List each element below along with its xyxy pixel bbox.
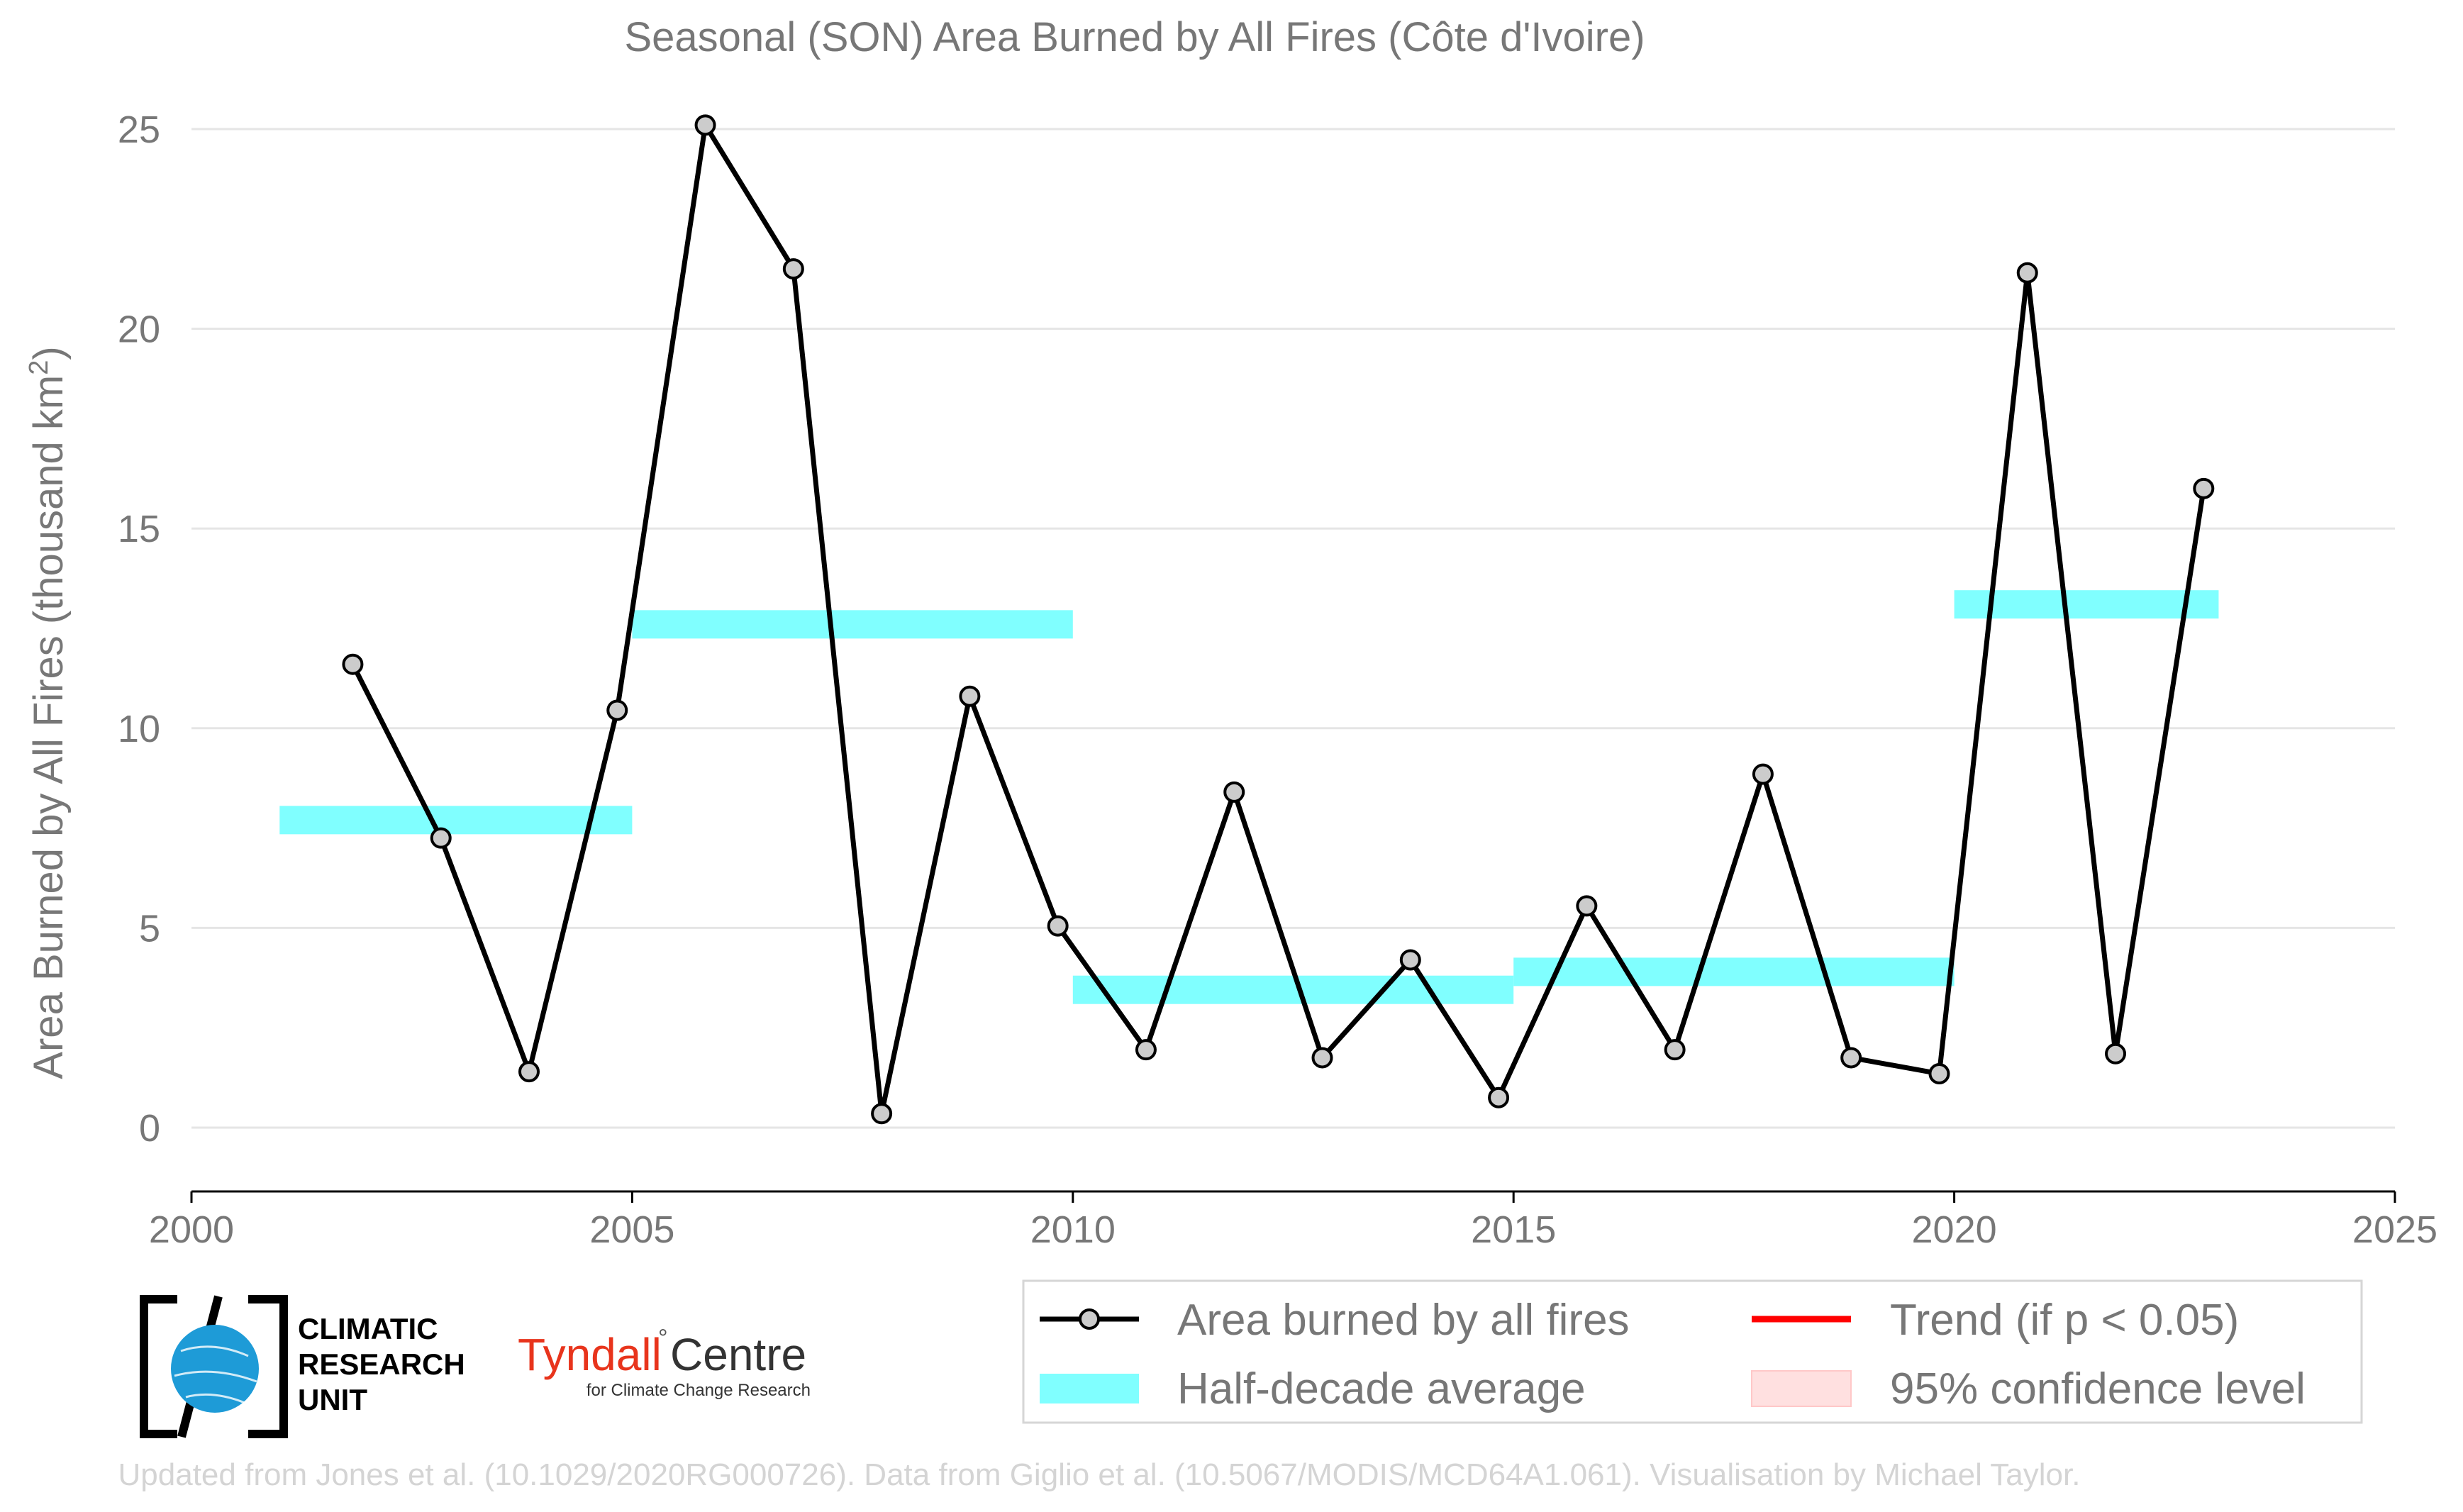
legend-swatch-average xyxy=(1040,1374,1139,1403)
data-point xyxy=(2016,262,2038,284)
half-decade-bar-2020 xyxy=(1954,590,2219,619)
y-tick-label: 25 xyxy=(118,109,160,151)
legend-label-confidence: 95% confidence level xyxy=(1890,1364,2306,1413)
data-point xyxy=(1223,781,1245,803)
globe-icon xyxy=(171,1325,259,1413)
y-tick-label: 10 xyxy=(118,708,160,750)
legend-label-area-burned: Area burned by all fires xyxy=(1177,1296,1630,1345)
legend-item-confidence: 95% confidence level xyxy=(1751,1364,2306,1413)
half-decade-bar-2015 xyxy=(1513,957,1955,986)
data-point xyxy=(1576,895,1598,917)
data-point xyxy=(606,699,628,721)
data-point xyxy=(1488,1086,1510,1108)
y-axis-label-main: Area Burned by All Fires (thousand km xyxy=(26,375,72,1079)
tyndall-logo: Tyndall ° Centre for Climate Change Rese… xyxy=(518,1325,811,1400)
half-decade-bar-2010 xyxy=(1072,975,1514,1004)
half-decade-averages xyxy=(279,590,2219,1004)
y-tick-label: 20 xyxy=(118,308,160,351)
data-point xyxy=(1752,763,1774,785)
tyndall-centre: Centre xyxy=(670,1329,806,1380)
x-tick-label: 2020 xyxy=(1912,1208,1997,1251)
data-point xyxy=(1840,1047,1862,1069)
half-decade-bar-2005 xyxy=(632,610,1073,639)
y-tick-label: 15 xyxy=(118,508,160,550)
data-point xyxy=(782,258,804,280)
y-axis-label-close: ) xyxy=(26,346,72,360)
cru-line-2: RESEARCH xyxy=(298,1347,465,1381)
data-point xyxy=(1047,915,1069,937)
legend-item-area-burned: Area burned by all fires xyxy=(1040,1296,1630,1345)
legend-label-half-decade: Half-decade average xyxy=(1177,1364,1586,1413)
legend-marker-icon xyxy=(1079,1308,1100,1330)
data-point xyxy=(342,653,364,675)
data-point xyxy=(1928,1062,1950,1084)
data-point xyxy=(2193,477,2215,499)
data-point xyxy=(430,827,452,849)
y-tick-label: 0 xyxy=(139,1107,160,1150)
data-point xyxy=(871,1103,893,1125)
footer-credit: Updated from Jones et al. (10.1029/2020R… xyxy=(118,1457,2081,1492)
data-point xyxy=(959,685,981,707)
y-tick-label: 5 xyxy=(139,907,160,950)
tyndall-name: Tyndall xyxy=(518,1329,662,1380)
tyndall-subtitle: for Climate Change Research xyxy=(586,1381,811,1400)
x-tick-label: 2010 xyxy=(1030,1208,1116,1251)
degree-mark: ° xyxy=(658,1325,668,1352)
x-tick-label: 2015 xyxy=(1471,1208,1556,1251)
legend-item-trend: Trend (if p < 0.05) xyxy=(1752,1296,2239,1345)
y-axis-label: Area Burned by All Fires (thousand km2) xyxy=(24,346,72,1079)
x-tick-label: 2000 xyxy=(149,1208,234,1251)
data-point xyxy=(1311,1047,1333,1069)
data-point xyxy=(1664,1039,1686,1061)
x-axis: 2000 2005 2010 2015 2020 2025 xyxy=(149,1190,2437,1251)
half-decade-bar-2001 xyxy=(279,806,633,835)
series-line xyxy=(350,122,2206,1116)
legend: Area burned by all fires Half-decade ave… xyxy=(1022,1279,2363,1424)
grid-lines xyxy=(191,128,2395,1129)
cru-logo: CLIMATIC RESEARCH UNIT xyxy=(140,1295,465,1438)
x-tick-label: 2025 xyxy=(2352,1208,2437,1251)
cru-line-1: CLIMATIC xyxy=(298,1312,438,1345)
cru-line-3: UNIT xyxy=(298,1383,367,1416)
legend-item-half-decade: Half-decade average xyxy=(1040,1364,1586,1413)
y-axis-label-sup: 2 xyxy=(24,360,54,375)
data-point xyxy=(1399,949,1421,971)
chart-title: Seasonal (SON) Area Burned by All Fires … xyxy=(624,14,1645,60)
x-tick-label: 2005 xyxy=(589,1208,674,1251)
legend-box xyxy=(1022,1279,2363,1424)
data-point xyxy=(2105,1043,2127,1064)
data-point xyxy=(518,1061,540,1083)
legend-label-trend: Trend (if p < 0.05) xyxy=(1890,1296,2239,1345)
legend-swatch-confidence xyxy=(1751,1370,1852,1407)
y-axis: 0 5 10 15 20 25 xyxy=(118,109,160,1150)
data-point xyxy=(1135,1039,1157,1061)
data-point xyxy=(694,114,716,136)
data-series xyxy=(342,114,2215,1125)
